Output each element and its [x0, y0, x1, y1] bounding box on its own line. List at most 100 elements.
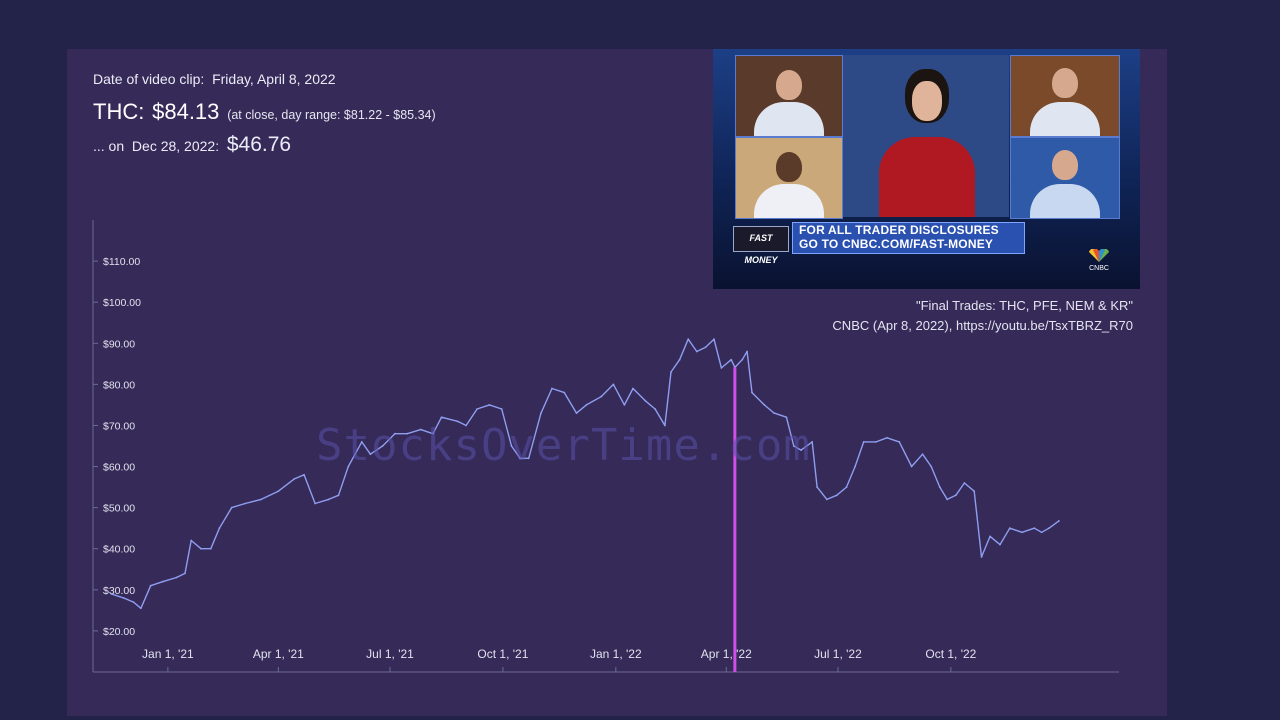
price-point [763, 404, 766, 406]
price-point [687, 338, 690, 341]
price-point [678, 358, 681, 361]
price-point [149, 584, 152, 587]
price-point [973, 490, 976, 493]
video-banner: FOR ALL TRADER DISCLOSURES GO TO CNBC.CO… [792, 222, 1025, 254]
x-tick-label: Apr 1, '22 [701, 647, 752, 661]
price-point [632, 387, 634, 390]
price-point [277, 490, 280, 493]
price-point [1048, 527, 1050, 530]
clip-price-line: THC: $84.13 (at close, day range: $81.22… [93, 99, 436, 125]
later-price: $46.76 [226, 133, 292, 156]
y-tick-label: $100.00 [103, 297, 141, 309]
price-point [260, 498, 263, 501]
price-point [347, 465, 350, 468]
price-point [303, 473, 305, 476]
price-point [540, 412, 542, 415]
price-point [190, 539, 193, 542]
price-point [600, 395, 602, 398]
price-point [575, 412, 578, 415]
y-tick-label: $70.00 [103, 420, 135, 432]
price-point [527, 457, 530, 460]
price-series-line [111, 338, 1060, 609]
price-point [741, 358, 744, 361]
price-point [184, 572, 186, 575]
price-point [551, 387, 553, 390]
price-point [419, 428, 422, 431]
video-thumbnail[interactable]: FAST MONEY FOR ALL TRADER DISCLOSURES GO… [713, 49, 1140, 289]
price-point [963, 482, 966, 484]
price-point [314, 502, 317, 505]
price-point [854, 465, 857, 468]
price-point [664, 424, 666, 427]
source-citation[interactable]: CNBC (Apr 8, 2022), https://youtu.be/Tsx… [832, 318, 1133, 333]
price-point [456, 420, 459, 423]
peacock-icon [1089, 248, 1109, 262]
x-tick-label: Jan 1, '22 [590, 647, 642, 661]
video-banner-line-1: FOR ALL TRADER DISCLOSURES [799, 223, 999, 237]
price-point [327, 498, 330, 501]
price-point [746, 350, 749, 353]
price-point [432, 432, 434, 435]
price-point [209, 547, 212, 550]
price-point [644, 399, 647, 402]
y-tick-label: $50.00 [103, 503, 135, 515]
price-point [989, 535, 992, 538]
price-point [845, 486, 848, 488]
x-tick-label: Jan 1, '21 [142, 647, 194, 661]
price-point [670, 371, 672, 373]
price-point [875, 440, 877, 443]
price-point [563, 391, 566, 394]
price-point [800, 449, 803, 452]
price-point [811, 440, 814, 443]
y-tick-label: $80.00 [103, 379, 135, 391]
clip-date-label: Date of video clip: [93, 71, 205, 87]
x-tick-label: Jul 1, '21 [366, 647, 414, 661]
price-point [519, 457, 521, 460]
price-point [122, 597, 125, 599]
price-point [1021, 531, 1023, 534]
price-point [938, 486, 941, 488]
price-point [585, 404, 588, 406]
price-point [510, 445, 513, 447]
price-point [792, 445, 795, 447]
price-point [946, 498, 949, 501]
price-point [826, 498, 828, 501]
price-point [293, 477, 296, 480]
price-point [980, 556, 983, 558]
fast-money-logo: FAST MONEY [733, 226, 789, 265]
price-point [1057, 520, 1060, 522]
video-anchor [843, 55, 1009, 217]
x-tick-label: Apr 1, '21 [253, 647, 304, 661]
y-tick-label: $30.00 [103, 585, 135, 597]
video-tile-top-left [735, 55, 843, 137]
day-range-note: (at close, day range: $81.22 - $85.34) [227, 108, 436, 122]
price-point [465, 424, 467, 427]
video-tile-bottom-left [735, 137, 843, 219]
price-point [612, 383, 615, 386]
y-tick-label: $60.00 [103, 462, 135, 474]
price-point [381, 445, 384, 447]
price-point [1008, 527, 1011, 530]
x-tick-label: Oct 1, '21 [477, 647, 528, 661]
cnbc-wordmark: CNBC [1089, 265, 1109, 272]
later-date: Dec 28, 2022: [131, 138, 220, 154]
later-price-line: ... on Dec 28, 2022: $46.76 [93, 133, 291, 157]
y-tick-label: $20.00 [103, 626, 135, 638]
price-point [1040, 531, 1043, 534]
video-banner-line-2: GO TO CNBC.COM/FAST-MONEY [799, 237, 994, 251]
y-tick-label: $110.00 [103, 256, 140, 268]
ticker-label: THC: [93, 99, 145, 124]
price-point [218, 527, 221, 530]
price-point [1033, 527, 1036, 530]
source-video-title: "Final Trades: THC, PFE, NEM & KR" [915, 298, 1133, 313]
price-point [654, 408, 656, 410]
x-tick-label: Oct 1, '22 [925, 647, 976, 661]
price-point [751, 391, 753, 394]
price-point [862, 440, 865, 443]
price-point [886, 436, 888, 439]
price-point [406, 432, 409, 435]
price-point [773, 412, 776, 415]
price-point [695, 350, 698, 353]
price-point [999, 543, 1001, 546]
